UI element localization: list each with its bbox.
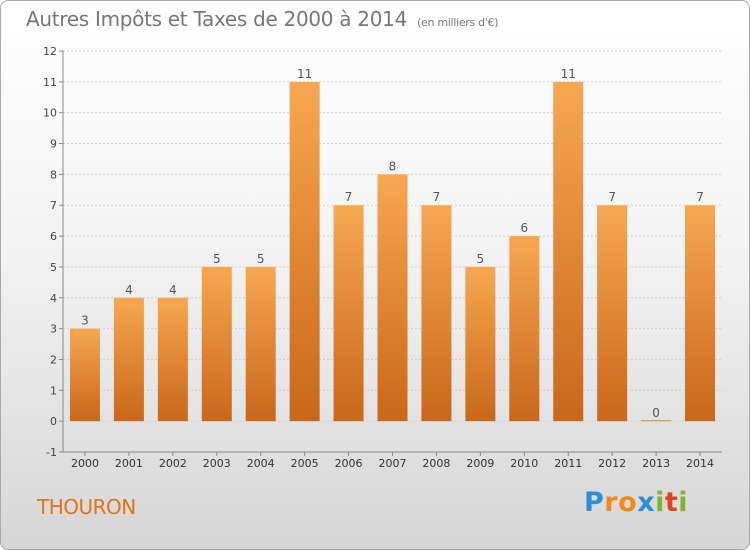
x-tick-label: 2013	[642, 457, 670, 470]
x-tick-label: 2008	[422, 457, 450, 470]
x-tick-label: 2014	[686, 457, 714, 470]
bar	[465, 266, 496, 422]
bar	[509, 236, 540, 422]
data-label: 0	[652, 406, 660, 420]
chart-title: Autres Impôts et Taxes de 2000 à 2014 (e…	[26, 7, 499, 31]
bar	[597, 205, 628, 422]
y-tick-label: 9	[50, 138, 57, 151]
data-label: 11	[297, 67, 312, 81]
x-tick-label: 2006	[335, 457, 363, 470]
data-label: 7	[345, 190, 353, 204]
x-tick-label: 2000	[71, 457, 99, 470]
data-label: 4	[169, 283, 177, 297]
bar	[333, 205, 364, 422]
bar	[69, 328, 100, 422]
bar	[377, 174, 408, 422]
x-tick-label: 2005	[291, 457, 319, 470]
logo-letter: i	[655, 487, 665, 518]
data-label: 6	[520, 221, 528, 235]
data-label: 5	[213, 252, 221, 266]
bar	[685, 205, 716, 422]
bar	[245, 266, 276, 422]
x-tick-label: 2002	[159, 457, 187, 470]
y-tick-label: 1	[50, 384, 57, 397]
data-label: 7	[433, 190, 441, 204]
x-tick-label: 2009	[466, 457, 494, 470]
y-tick-label: -1	[46, 446, 57, 459]
bar	[289, 81, 320, 422]
x-tick-label: 2010	[510, 457, 538, 470]
logo-letter: t	[664, 487, 679, 518]
bar	[641, 420, 672, 422]
logo-letter: i	[678, 487, 689, 518]
data-label: 11	[561, 67, 576, 81]
logo-letter: x	[637, 487, 656, 518]
y-tick-label: 3	[50, 323, 57, 336]
chart-title-text: Autres Impôts et Taxes de 2000 à 2014	[26, 7, 407, 31]
data-label: 5	[257, 252, 265, 266]
data-label: 7	[608, 190, 616, 204]
logo-letter: r	[604, 487, 619, 518]
y-tick-label: 11	[43, 76, 57, 89]
y-tick-label: 10	[43, 107, 57, 120]
data-label: 5	[477, 252, 485, 266]
data-label: 8	[389, 159, 397, 173]
y-tick-label: 6	[50, 230, 57, 243]
bar	[553, 81, 584, 422]
y-tick-label: 5	[50, 261, 57, 274]
y-tick-label: 12	[43, 45, 57, 58]
proxiti-logo: Proxiti	[584, 487, 688, 518]
y-tick-label: 7	[50, 199, 57, 212]
bar	[157, 297, 188, 422]
data-label: 4	[125, 283, 133, 297]
x-tick-label: 2001	[115, 457, 143, 470]
x-tick-label: 2007	[379, 457, 407, 470]
data-label: 7	[696, 190, 704, 204]
chart-subtitle: (en milliers d'€)	[417, 16, 499, 29]
x-tick-label: 2011	[554, 457, 582, 470]
y-tick-label: 2	[50, 353, 57, 366]
logo-letter: o	[618, 487, 638, 518]
x-tick-label: 2004	[247, 457, 275, 470]
y-tick-label: 4	[50, 292, 57, 305]
y-tick-label: 0	[50, 415, 57, 428]
commune-name: THOURON	[37, 495, 136, 519]
data-label: 3	[81, 314, 89, 328]
bar	[113, 297, 144, 422]
bar	[201, 266, 232, 422]
x-tick-label: 2012	[598, 457, 626, 470]
x-tick-label: 2003	[203, 457, 231, 470]
logo-letter: P	[584, 487, 605, 518]
y-tick-label: 8	[50, 168, 57, 181]
bar	[421, 205, 452, 422]
